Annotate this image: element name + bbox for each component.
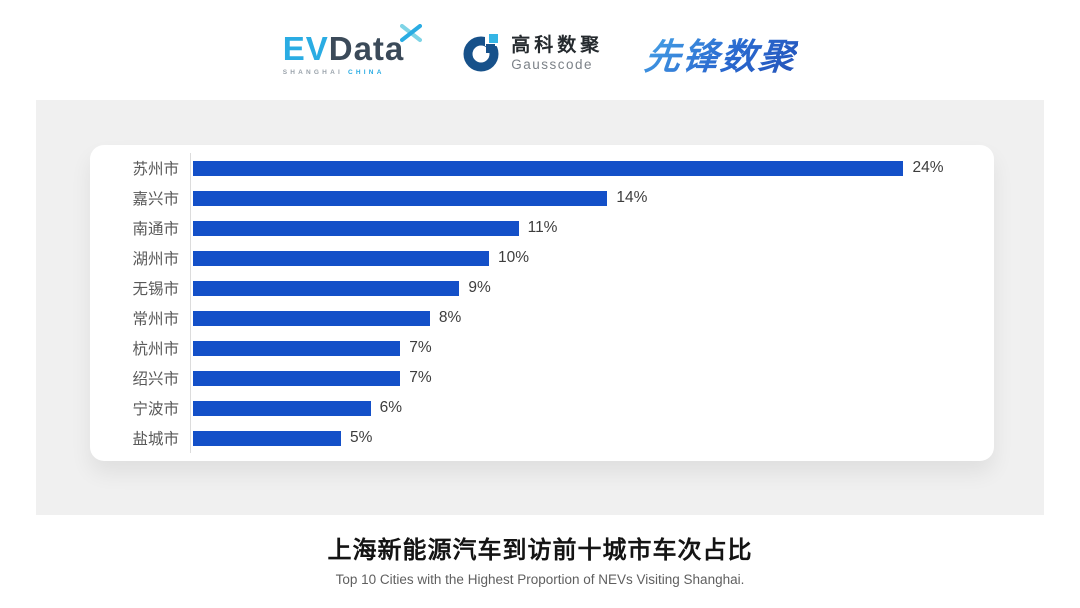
evdata-ev-text: EV (282, 30, 329, 67)
plot-area: 9% (190, 273, 994, 303)
plot-area: 11% (190, 213, 994, 243)
bar (193, 370, 401, 386)
value-label: 8% (438, 309, 462, 326)
value-label: 6% (379, 399, 403, 416)
value-label: 11% (527, 219, 558, 236)
gausscode-icon (462, 30, 503, 78)
value-label: 24% (912, 159, 944, 176)
evdata-data-text: Data (328, 30, 405, 67)
plot-area: 24% (190, 153, 994, 183)
chart-row: 绍兴市 7% (90, 363, 994, 393)
gausscode-text-block: 高科数聚 Gausscode (511, 35, 603, 72)
gausscode-en-text: Gausscode (511, 57, 594, 73)
chart-card: 苏州市 24% 嘉兴市 14% 南通市 11% 湖州市 10% 无锡市 9% 常州市 8% 杭州市 7% 绍… (90, 145, 994, 461)
bar (193, 310, 430, 326)
category-label: 湖州市 (132, 251, 179, 268)
footer: 上海新能源汽车到访前十城市车次占比 Top 10 Cities with the… (0, 530, 1080, 587)
chart-row: 嘉兴市 14% (90, 183, 994, 213)
gausscode-logo: 高科数聚 Gausscode (462, 30, 603, 78)
category-label: 南通市 (132, 221, 179, 238)
chart-row: 宁波市 6% (90, 393, 994, 423)
bar (193, 340, 401, 356)
plot-area: 7% (190, 363, 994, 393)
category-label: 绍兴市 (132, 371, 179, 388)
bar (193, 160, 904, 176)
header-logos: EVData SHANGHAI CHINA 高科数聚 Gausscode 先锋数… (0, 18, 1080, 90)
chart-row: 常州市 8% (90, 303, 994, 333)
chart-row: 杭州市 7% (90, 333, 994, 363)
chart-subtitle: Top 10 Cities with the Highest Proportio… (335, 572, 745, 587)
plot-area: 10% (190, 243, 994, 273)
chart-row: 盐城市 5% (90, 423, 994, 453)
evdata-wordmark: EVData (283, 32, 405, 65)
bar (193, 190, 608, 206)
plot-area: 8% (190, 303, 994, 333)
chart-row: 南通市 11% (90, 213, 994, 243)
bar (193, 400, 371, 416)
plot-area: 5% (190, 423, 994, 453)
chart-row: 苏州市 24% (90, 153, 994, 183)
evdata-logo: EVData SHANGHAI CHINA (283, 24, 423, 76)
bar (193, 250, 490, 266)
gausscode-cn-text: 高科数聚 (511, 35, 604, 57)
chart-panel: 苏州市 24% 嘉兴市 14% 南通市 11% 湖州市 10% 无锡市 9% 常州市 8% 杭州市 7% 绍… (36, 100, 1044, 515)
value-label: 10% (498, 249, 530, 266)
bar (193, 220, 519, 236)
bar (193, 280, 460, 296)
chart-row: 无锡市 9% (90, 273, 994, 303)
chart-title: 上海新能源汽车到访前十城市车次占比 (327, 537, 753, 564)
value-label: 5% (350, 429, 373, 446)
category-label: 常州市 (132, 311, 179, 328)
value-label: 14% (616, 189, 648, 206)
category-label: 无锡市 (132, 281, 179, 298)
category-label: 宁波市 (132, 401, 179, 418)
evdata-shanghai-text: SHANGHAI (282, 69, 343, 76)
bar-chart: 苏州市 24% 嘉兴市 14% 南通市 11% 湖州市 10% 无锡市 9% 常州市 8% 杭州市 7% 绍… (90, 153, 994, 453)
chart-row: 湖州市 10% (90, 243, 994, 273)
plot-area: 6% (190, 393, 994, 423)
evdata-china-text: CHINA (348, 69, 385, 76)
value-label: 7% (409, 339, 432, 356)
category-label: 嘉兴市 (132, 191, 179, 208)
xianfeng-logo: 先锋数聚 (643, 28, 800, 80)
evdata-subtitle: SHANGHAI CHINA (283, 69, 405, 76)
evdata-x-icon (400, 24, 423, 49)
bar (193, 430, 342, 446)
value-label: 9% (468, 279, 491, 296)
value-label: 7% (409, 369, 432, 386)
category-label: 杭州市 (132, 341, 179, 358)
plot-area: 14% (190, 183, 994, 213)
category-label: 苏州市 (132, 161, 179, 178)
category-label: 盐城市 (132, 431, 179, 448)
plot-area: 7% (190, 333, 994, 363)
